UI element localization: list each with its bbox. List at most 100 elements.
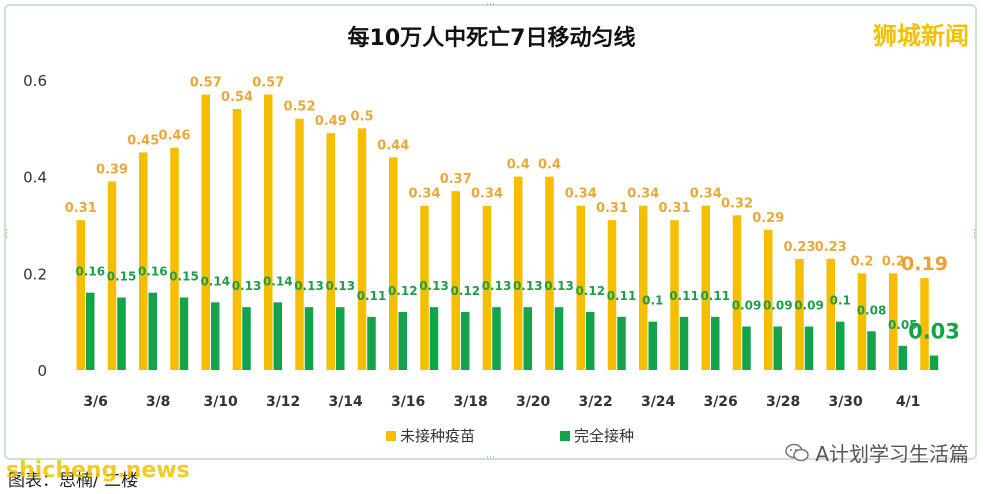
data-label-vaccinated: 0.12 xyxy=(575,284,605,298)
data-label-unvaccinated: 0.34 xyxy=(408,187,440,202)
bar-vaccinated xyxy=(742,326,751,370)
data-label-unvaccinated: 0.29 xyxy=(752,211,784,226)
data-label-unvaccinated: 0.44 xyxy=(377,138,409,153)
bar-unvaccinated xyxy=(639,205,648,370)
bar-unvaccinated xyxy=(482,205,492,370)
wechat-icon xyxy=(785,443,810,463)
bar-vaccinated xyxy=(617,316,626,370)
y-tick-label: 0 xyxy=(37,362,47,380)
bar-vaccinated xyxy=(429,307,439,370)
data-label-vaccinated: 0.13 xyxy=(513,279,543,293)
data-label-vaccinated: 0.16 xyxy=(75,265,105,279)
data-label-unvaccinated: 0.46 xyxy=(158,129,190,144)
bar-unvaccinated xyxy=(795,258,804,370)
data-label-unvaccinated: 0.39 xyxy=(96,163,128,178)
bar-vaccinated xyxy=(523,307,532,370)
legend-swatch-unvaccinated xyxy=(386,431,396,441)
data-label-unvaccinated: 0.23 xyxy=(783,240,815,255)
data-label-unvaccinated: 0.31 xyxy=(658,201,690,216)
resize-handle-top[interactable]: ⋯ xyxy=(486,0,495,10)
data-label-vaccinated: 0.14 xyxy=(200,274,230,288)
data-label-vaccinated: 0.11 xyxy=(607,289,637,303)
data-label-vaccinated: 0.09 xyxy=(794,299,824,313)
data-label-vaccinated: 0.1 xyxy=(830,294,851,308)
data-label-vaccinated: 0.11 xyxy=(700,289,730,303)
bar-vaccinated xyxy=(679,316,689,370)
data-label-unvaccinated: 0.31 xyxy=(596,201,628,216)
bar-unvaccinated xyxy=(607,220,617,370)
x-tick-label: 3/12 xyxy=(266,394,300,410)
bar-unvaccinated xyxy=(389,157,398,370)
bar-vaccinated xyxy=(867,331,876,370)
site-watermark: shicheng.news xyxy=(6,458,190,483)
bar-vaccinated xyxy=(898,345,907,370)
legend-label-unvaccinated: 未接种疫苗 xyxy=(400,427,475,445)
bar-vaccinated xyxy=(304,307,314,370)
bar-vaccinated xyxy=(242,307,251,370)
bar-unvaccinated xyxy=(670,220,679,370)
data-label-vaccinated: 0.05 xyxy=(888,318,918,332)
data-label-unvaccinated: 0.45 xyxy=(127,134,159,149)
y-tick-label: 0.6 xyxy=(23,72,47,90)
bar-unvaccinated xyxy=(201,94,210,370)
bar-unvaccinated xyxy=(451,191,460,370)
data-label-unvaccinated: 0.34 xyxy=(627,187,659,202)
data-label-vaccinated: 0.13 xyxy=(419,279,449,293)
bar-unvaccinated xyxy=(295,118,304,371)
bar-vaccinated xyxy=(648,321,657,370)
data-label-vaccinated: 0.14 xyxy=(263,274,293,288)
x-tick-label: 3/28 xyxy=(766,394,800,410)
y-tick-label: 0.4 xyxy=(23,169,47,187)
data-label-vaccinated: 0.13 xyxy=(482,279,512,293)
bar-unvaccinated xyxy=(857,273,867,370)
x-tick-label: 3/6 xyxy=(83,394,108,410)
bar-unvaccinated xyxy=(326,133,335,370)
x-tick-label: 3/22 xyxy=(578,394,612,410)
data-label-unvaccinated: 0.52 xyxy=(283,100,315,115)
y-tick-label: 0.2 xyxy=(23,265,47,283)
bar-vaccinated xyxy=(211,302,220,370)
bar-vaccinated xyxy=(148,292,157,370)
bar-unvaccinated xyxy=(139,152,148,370)
bar-unvaccinated xyxy=(107,181,117,370)
bar-vaccinated xyxy=(773,326,782,370)
bar-vaccinated xyxy=(461,312,470,370)
data-label-unvaccinated: 0.23 xyxy=(815,240,847,255)
data-label-unvaccinated: 0.57 xyxy=(252,76,284,91)
data-label-vaccinated: 0.12 xyxy=(450,284,480,298)
resize-handle-left[interactable]: ⋮ xyxy=(2,229,11,239)
bar-unvaccinated xyxy=(920,278,929,370)
resize-handle-bottom[interactable]: ⋯ xyxy=(486,453,495,463)
data-label-unvaccinated: 0.34 xyxy=(471,187,503,202)
legend-swatch-vaccinated xyxy=(560,431,570,441)
data-label-vaccinated: 0.15 xyxy=(169,270,199,284)
resize-handle-right[interactable]: ⋮ xyxy=(970,229,979,239)
data-label-unvaccinated: 0.2 xyxy=(850,254,873,269)
bar-unvaccinated xyxy=(232,109,242,370)
bar-vaccinated xyxy=(492,307,501,370)
bar-unvaccinated xyxy=(889,273,898,370)
data-label-vaccinated: 0.11 xyxy=(669,289,699,303)
bar-vaccinated xyxy=(86,292,95,370)
x-tick-label: 3/16 xyxy=(391,394,425,410)
data-label-vaccinated: 0.09 xyxy=(732,299,762,313)
wechat-account-name: A计划学习生活篇 xyxy=(815,442,969,466)
data-label-vaccinated: 0.08 xyxy=(857,303,887,317)
bar-vaccinated xyxy=(179,297,189,370)
bar-unvaccinated xyxy=(701,205,710,370)
bar-unvaccinated xyxy=(764,229,773,370)
bar-unvaccinated xyxy=(826,258,835,370)
x-tick-label: 3/8 xyxy=(146,394,171,410)
bar-vaccinated xyxy=(711,316,720,370)
data-label-vaccinated: 0.13 xyxy=(294,279,324,293)
data-label-vaccinated: 0.15 xyxy=(107,270,137,284)
bar-unvaccinated xyxy=(76,220,85,370)
data-label-unvaccinated: 0.57 xyxy=(190,76,222,91)
bar-vaccinated xyxy=(117,297,126,370)
bar-unvaccinated xyxy=(357,128,367,370)
data-label-vaccinated: 0.09 xyxy=(763,299,793,313)
bar-vaccinated xyxy=(836,321,845,370)
data-label-unvaccinated: 0.4 xyxy=(507,158,530,173)
bar-unvaccinated xyxy=(576,205,585,370)
